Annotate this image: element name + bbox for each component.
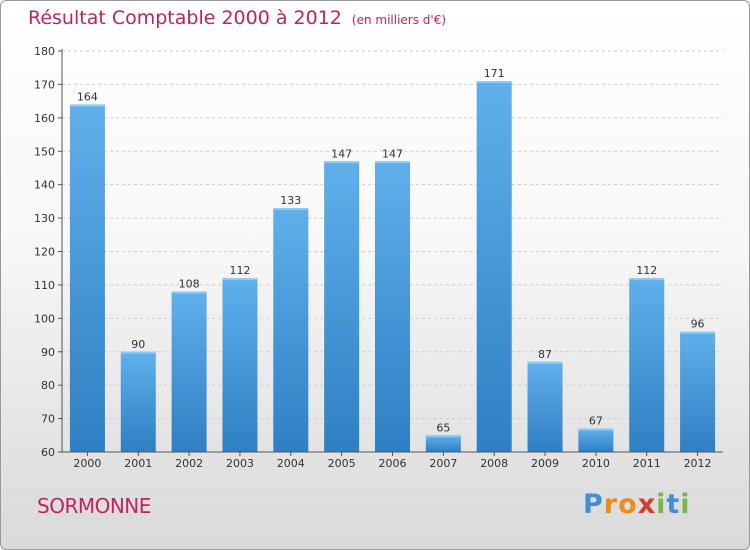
bar-2012 xyxy=(680,331,716,452)
bar-2005 xyxy=(324,161,360,452)
bar-highlight xyxy=(324,161,360,164)
x-tick-label: 2010 xyxy=(582,457,610,470)
x-tick-label: 2003 xyxy=(226,457,254,470)
bar-highlight xyxy=(476,81,512,84)
x-tick-label: 2000 xyxy=(73,457,101,470)
x-tick-label: 2009 xyxy=(531,457,559,470)
bar-2010 xyxy=(578,428,614,452)
bar-2011 xyxy=(629,278,665,452)
y-tick-label: 110 xyxy=(34,279,55,292)
x-tick-label: 2008 xyxy=(480,457,508,470)
bar-highlight xyxy=(171,291,207,294)
town-name: SORMONNE xyxy=(37,494,151,518)
bar-2000 xyxy=(69,104,105,452)
bar-2007 xyxy=(425,435,461,452)
y-tick-label: 90 xyxy=(41,346,55,359)
y-tick-label: 130 xyxy=(34,212,55,225)
data-label: 90 xyxy=(131,338,145,351)
y-tick-label: 80 xyxy=(41,379,55,392)
y-tick-label: 70 xyxy=(41,413,55,426)
bar-highlight xyxy=(375,161,410,164)
data-label: 147 xyxy=(331,147,352,160)
bar-highlight xyxy=(273,208,309,211)
bar-highlight xyxy=(222,278,258,281)
data-label: 108 xyxy=(179,278,200,291)
y-tick-label: 100 xyxy=(34,312,55,325)
bar-2001 xyxy=(120,351,156,452)
x-tick-label: 2001 xyxy=(124,457,152,470)
data-label: 133 xyxy=(280,194,301,207)
bar-highlight xyxy=(629,278,665,281)
x-tick-label: 2002 xyxy=(175,457,203,470)
x-tick-label: 2006 xyxy=(379,457,407,470)
chart-title: Résultat Comptable 2000 à 2012 (en millie… xyxy=(28,7,446,29)
bar-highlight xyxy=(69,104,105,107)
bar-2008 xyxy=(476,81,512,452)
logo-letter: o xyxy=(618,489,638,520)
data-label: 96 xyxy=(691,318,705,331)
x-tick-label: 2011 xyxy=(633,457,661,470)
logo-letter: i xyxy=(680,489,691,520)
x-tick-label: 2007 xyxy=(429,457,457,470)
bar-2004 xyxy=(273,208,309,452)
chart-title-text: Résultat Comptable 2000 à 2012 xyxy=(28,7,342,29)
data-label: 67 xyxy=(589,415,603,428)
data-label: 112 xyxy=(229,264,250,277)
bar-2006 xyxy=(375,161,410,452)
y-tick-label: 140 xyxy=(34,179,55,192)
x-tick-label: 2012 xyxy=(684,457,712,470)
y-tick-label: 60 xyxy=(41,446,55,459)
data-label: 171 xyxy=(484,67,505,80)
y-tick-label: 160 xyxy=(34,112,55,125)
y-tick-label: 180 xyxy=(34,45,55,58)
data-label: 65 xyxy=(436,421,450,434)
bar-highlight xyxy=(680,331,716,334)
bar-highlight xyxy=(578,428,614,431)
bars xyxy=(69,81,716,452)
logo-letter: t xyxy=(666,489,681,520)
logo-letter: i xyxy=(656,489,667,520)
y-tick-label: 120 xyxy=(34,246,55,259)
bar-2003 xyxy=(222,278,258,452)
bar-highlight xyxy=(425,435,461,438)
data-label: 147 xyxy=(382,147,403,160)
logo-letter: x xyxy=(637,489,657,520)
chart-subtitle: (en milliers d'€) xyxy=(351,13,447,27)
bar-highlight xyxy=(120,351,156,354)
data-label: 164 xyxy=(77,90,98,103)
bar-2002 xyxy=(171,291,207,452)
data-label: 112 xyxy=(636,264,657,277)
x-tick-label: 2004 xyxy=(277,457,305,470)
y-tick-label: 150 xyxy=(34,145,55,158)
proxiti-logo: Proxiti xyxy=(583,489,691,520)
data-label: 87 xyxy=(538,348,552,361)
bar-highlight xyxy=(527,361,563,364)
y-tick-label: 170 xyxy=(34,78,55,91)
logo-letter: r xyxy=(603,489,619,520)
x-tick-label: 2005 xyxy=(328,457,356,470)
data-labels: 164 90 108 112 133 147 147 65 171 87 67 112 96 xyxy=(77,67,705,434)
bar-2009 xyxy=(527,361,563,452)
logo-letter: P xyxy=(583,489,604,520)
axes: 60 70 80 90 100 110 120 130 140 150 160 170 180 2000 2… xyxy=(34,45,723,470)
